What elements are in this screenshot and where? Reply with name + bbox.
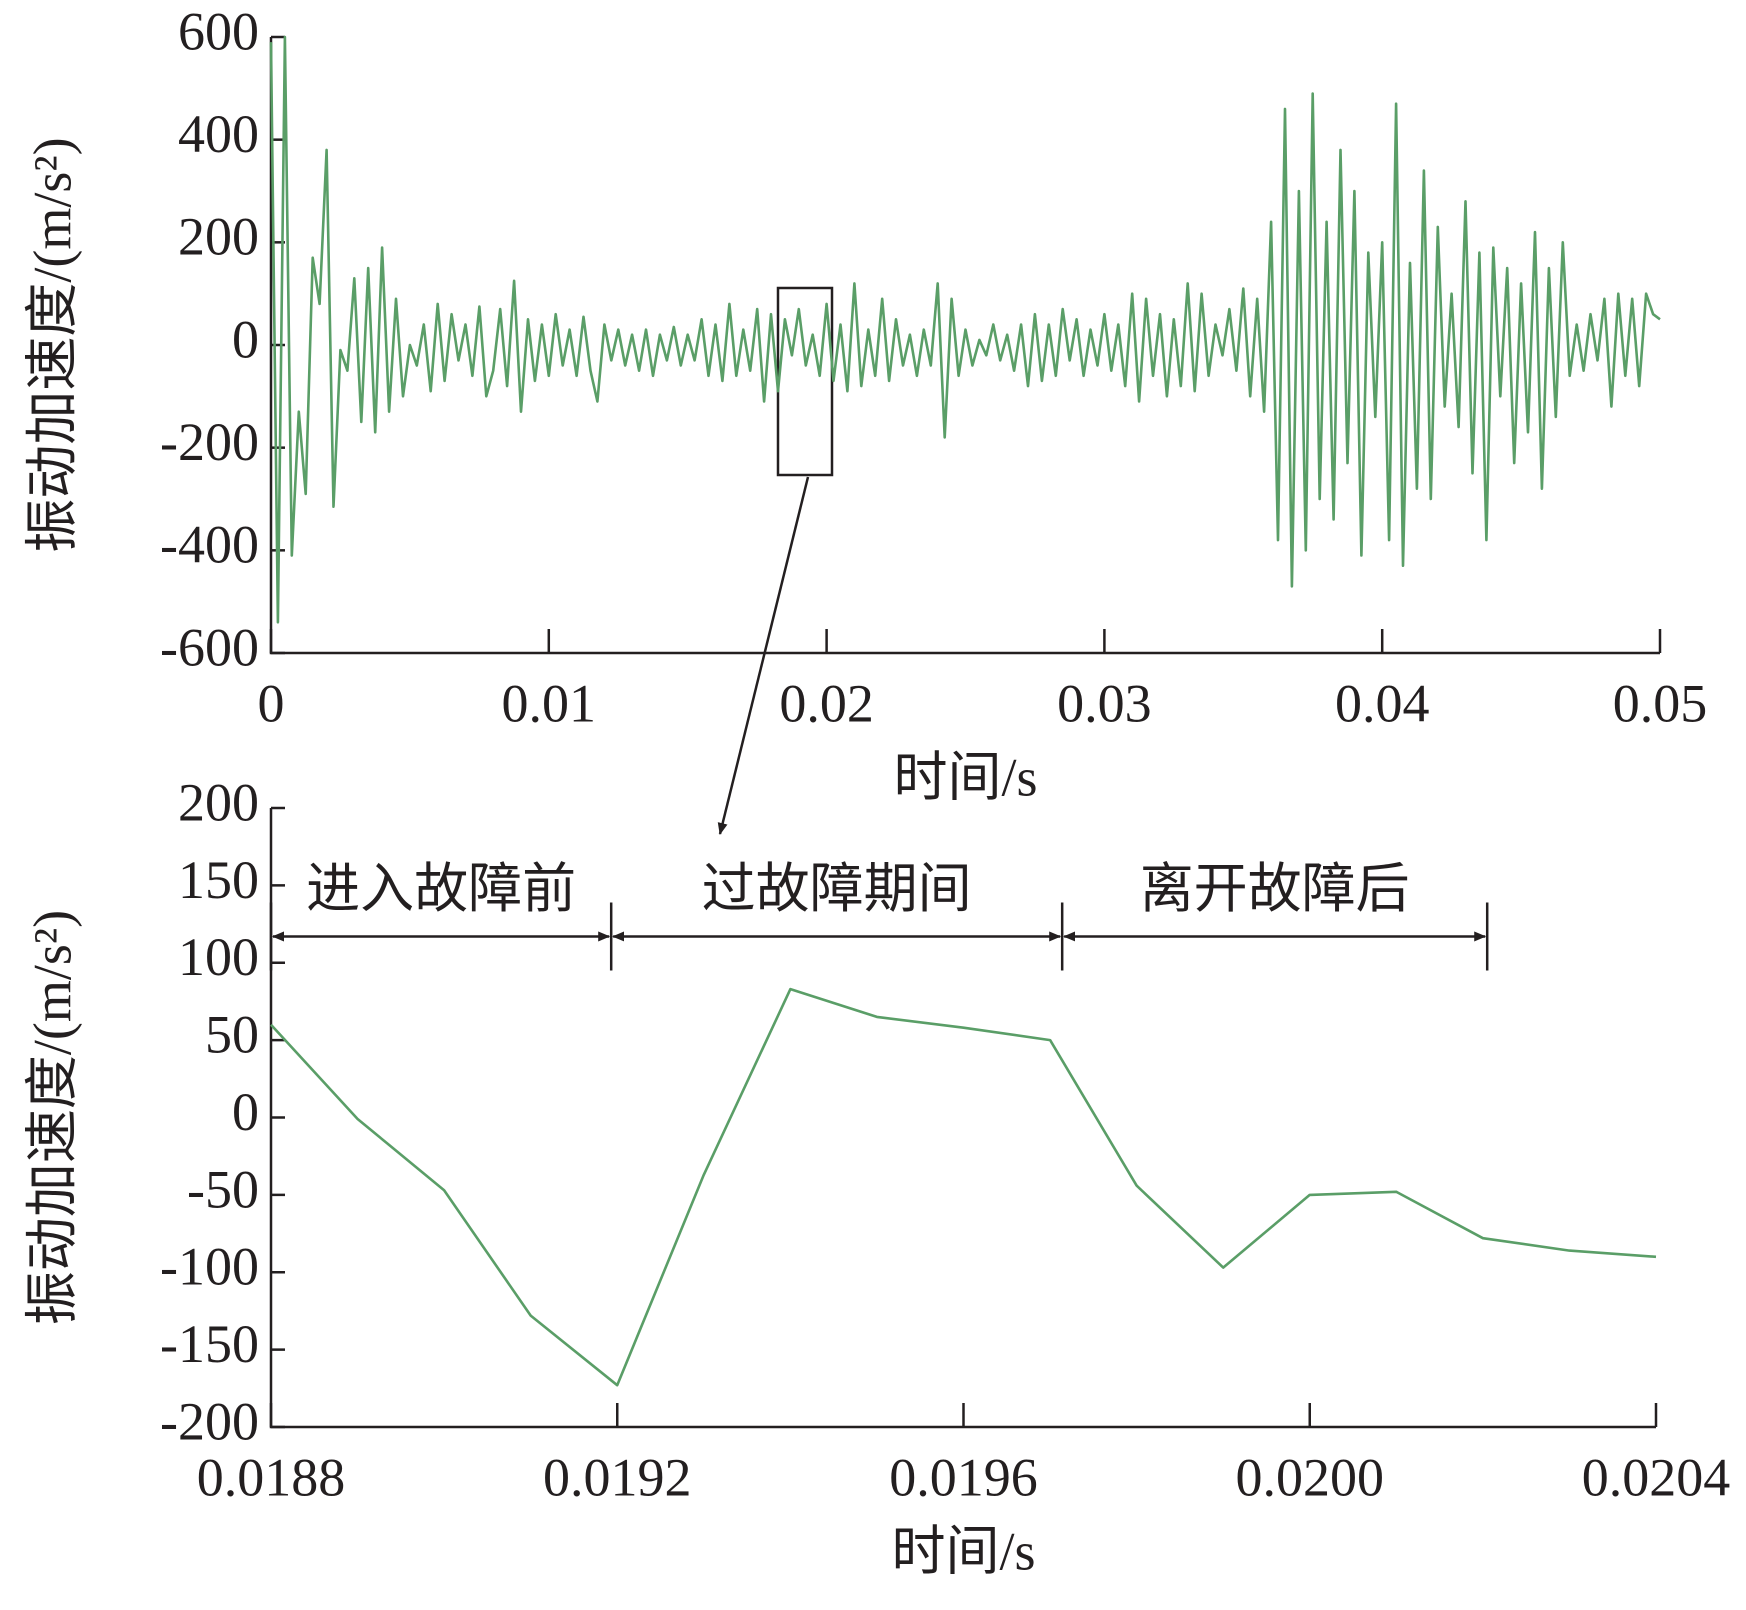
y-tick-label: 600 bbox=[178, 1, 259, 61]
y-tick-label: -150 bbox=[160, 1314, 259, 1374]
x-tick-label: 0.0192 bbox=[543, 1447, 692, 1507]
y-axis-label: 振动加速度/(m/s²) bbox=[22, 137, 82, 552]
zoom-box bbox=[776, 286, 834, 477]
x-tick-label: 0.0188 bbox=[197, 1447, 346, 1507]
annotation-label: 过故障期间 bbox=[702, 859, 972, 919]
x-tick-label: 0.0204 bbox=[1582, 1447, 1731, 1507]
x-tick-label: 0.03 bbox=[1057, 673, 1152, 733]
x-tick-label: 0.04 bbox=[1335, 673, 1430, 733]
y-tick-label: 100 bbox=[178, 927, 259, 987]
y-tick-label: 200 bbox=[178, 207, 259, 267]
x-tick-label: 0.01 bbox=[502, 673, 597, 733]
y-tick-label: -200 bbox=[160, 1391, 259, 1451]
x-axis-label: 时间/s bbox=[893, 747, 1037, 807]
data-line bbox=[270, 987, 1657, 1387]
x-tick-label: 0.0196 bbox=[889, 1447, 1038, 1507]
y-axis-label: 振动加速度/(m/s²) bbox=[22, 910, 82, 1325]
y-tick-label: 150 bbox=[178, 850, 259, 910]
data-line bbox=[269, 35, 1661, 624]
x-tick-label: 0.05 bbox=[1613, 673, 1708, 733]
x-tick-label: 0 bbox=[258, 673, 285, 733]
annotation-label: 离开故障后 bbox=[1140, 859, 1410, 919]
x-axis-label: 时间/s bbox=[891, 1521, 1035, 1581]
y-tick-label: -200 bbox=[160, 412, 259, 472]
x-tick-label: 0.0200 bbox=[1236, 1447, 1385, 1507]
y-tick-label: 200 bbox=[178, 772, 259, 832]
y-tick-label: -600 bbox=[160, 617, 259, 677]
axes bbox=[269, 37, 1660, 655]
zoom-arrow bbox=[717, 476, 810, 835]
y-tick-label: -100 bbox=[160, 1237, 259, 1297]
y-tick-label: -400 bbox=[160, 515, 259, 575]
y-tick-label: 400 bbox=[178, 104, 259, 164]
y-tick-label: 0 bbox=[232, 309, 259, 369]
annotation-label: 进入故障前 bbox=[306, 859, 576, 919]
y-tick-label: -50 bbox=[187, 1159, 259, 1219]
y-tick-label: 0 bbox=[232, 1082, 259, 1142]
y-tick-label: 50 bbox=[205, 1005, 259, 1065]
x-tick-label: 0.02 bbox=[779, 673, 874, 733]
